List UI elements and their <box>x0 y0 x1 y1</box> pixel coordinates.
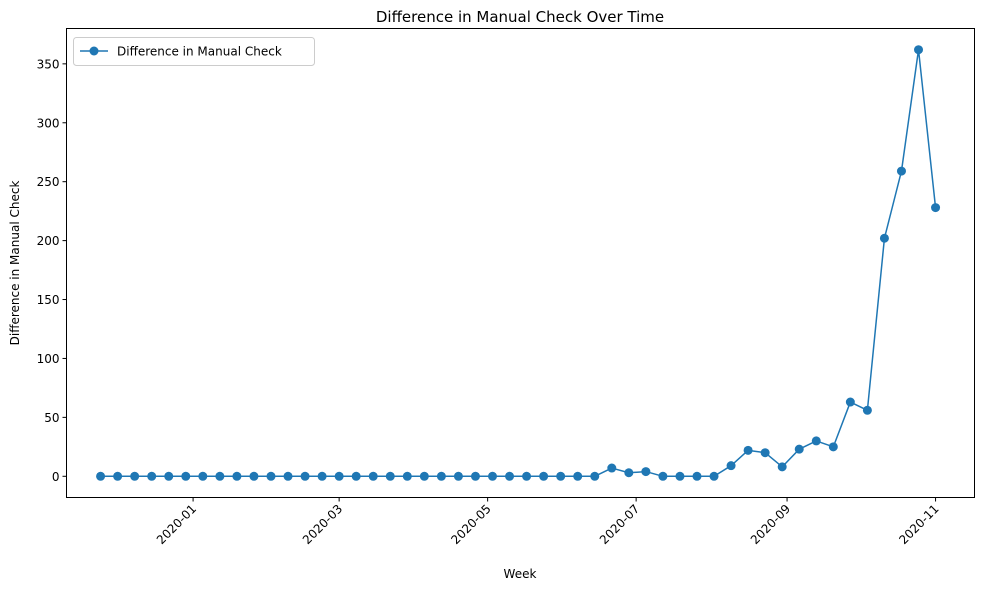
y-tick-label: 300 <box>37 116 60 130</box>
data-point <box>266 471 276 481</box>
data-point <box>505 471 515 481</box>
data-point <box>624 468 634 478</box>
x-tick-label: 2020-03 <box>300 502 345 547</box>
data-point <box>573 471 583 481</box>
data-point <box>845 397 855 407</box>
x-tick-label: 2020-01 <box>154 502 199 547</box>
data-point <box>896 166 906 176</box>
data-point <box>726 461 736 471</box>
x-tick-label: 2020-09 <box>748 502 793 547</box>
y-axis-label: Difference in Manual Check <box>8 181 22 346</box>
data-point <box>147 471 157 481</box>
data-point <box>539 471 549 481</box>
data-point <box>232 471 242 481</box>
data-point <box>488 471 498 481</box>
data-point <box>436 471 446 481</box>
data-point <box>283 471 293 481</box>
data-point <box>794 444 804 454</box>
data-point <box>113 471 123 481</box>
data-point <box>879 233 889 243</box>
x-tick-label: 2020-07 <box>597 502 642 547</box>
data-point <box>590 471 600 481</box>
chart-title: Difference in Manual Check Over Time <box>376 8 664 26</box>
data-point <box>402 471 412 481</box>
y-tick-label: 250 <box>37 175 60 189</box>
data-point <box>641 467 651 477</box>
x-tick-label: 2020-05 <box>448 502 493 547</box>
data-point <box>743 445 753 455</box>
legend-entry-label: Difference in Manual Check <box>117 45 282 59</box>
data-point <box>709 471 719 481</box>
data-point <box>385 471 395 481</box>
data-point <box>522 471 532 481</box>
data-point <box>777 462 787 472</box>
plot-frame <box>66 28 975 498</box>
data-point <box>453 471 463 481</box>
data-point <box>317 471 327 481</box>
data-point <box>351 471 361 481</box>
x-tick-label: 2020-11 <box>896 502 941 547</box>
data-point <box>181 471 191 481</box>
data-point <box>914 45 924 55</box>
data-point <box>556 471 566 481</box>
legend-marker-swatch <box>89 46 99 56</box>
data-point <box>760 448 770 458</box>
data-point <box>198 471 208 481</box>
y-tick-label: 200 <box>37 234 60 248</box>
data-point <box>811 436 821 446</box>
data-point <box>862 405 872 415</box>
data-point <box>931 203 941 213</box>
y-tick-label: 350 <box>37 57 60 71</box>
data-point <box>828 442 838 452</box>
data-point <box>164 471 174 481</box>
data-point <box>675 471 685 481</box>
data-point <box>419 471 429 481</box>
series-layer <box>96 45 941 481</box>
plot-background <box>66 28 975 498</box>
data-point <box>130 471 140 481</box>
data-point <box>96 471 106 481</box>
y-axis: 0 50 100 150 200 250 300 350 <box>37 57 67 484</box>
legend: Difference in Manual Check <box>73 37 315 66</box>
data-point <box>334 471 344 481</box>
data-point <box>692 471 702 481</box>
data-point <box>658 471 668 481</box>
data-point <box>607 463 617 473</box>
x-axis-label: Week <box>504 567 537 581</box>
data-point <box>368 471 378 481</box>
x-axis: 2020-01 2020-03 2020-05 2020-07 2020-09 2020-… <box>154 497 942 547</box>
data-point <box>249 471 259 481</box>
y-tick-label: 100 <box>37 352 60 366</box>
data-point <box>215 471 225 481</box>
data-point <box>300 471 310 481</box>
legend-box <box>73 37 315 66</box>
data-point <box>470 471 480 481</box>
y-tick-label: 150 <box>37 293 60 307</box>
y-tick-label: 50 <box>44 411 59 425</box>
y-tick-label: 0 <box>52 470 60 484</box>
